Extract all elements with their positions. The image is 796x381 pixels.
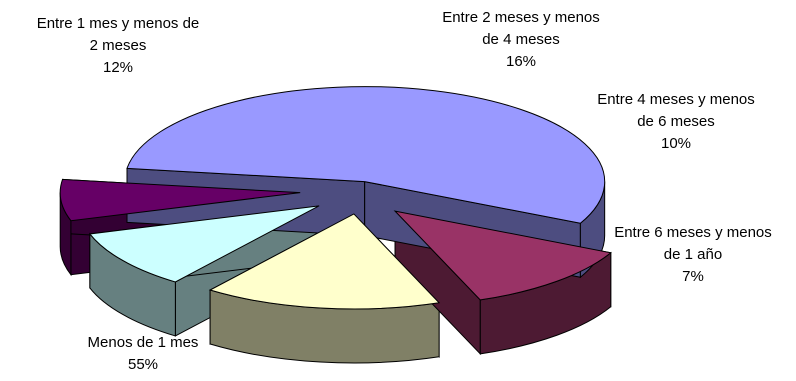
slice-percent-label: 10% (661, 135, 691, 152)
slice-percent-label: 16% (506, 53, 536, 70)
slice-category-label: de 1 año (664, 246, 722, 263)
pie-slice (208, 213, 441, 310)
slice-category-label: 2 meses (90, 37, 147, 54)
slice-percent-label: 55% (128, 356, 158, 373)
slice-category-label: Entre 4 meses y menos (597, 91, 755, 108)
slice-category-label: Menos de 1 mes (88, 334, 199, 351)
pie-slice (126, 86, 606, 224)
pie-slice (393, 210, 612, 301)
slice-percent-label: 12% (103, 59, 133, 76)
pie-slice (88, 205, 320, 283)
slice-category-label: de 6 meses (637, 113, 715, 130)
slice-category-label: Entre 1 mes y menos de (37, 15, 200, 32)
pie-slice-tops (59, 86, 612, 310)
slice-percent-label: 7% (682, 268, 704, 285)
pie-slice (59, 178, 301, 222)
slice-category-label: Entre 6 meses y menos (614, 224, 772, 241)
slice-category-label: de 4 meses (482, 31, 560, 48)
pie-labels: Menos de 1 mes 55% Entre 1 mes y menos de 2… (37, 9, 772, 373)
slice-category-label: Entre 2 meses y menos (442, 9, 600, 26)
